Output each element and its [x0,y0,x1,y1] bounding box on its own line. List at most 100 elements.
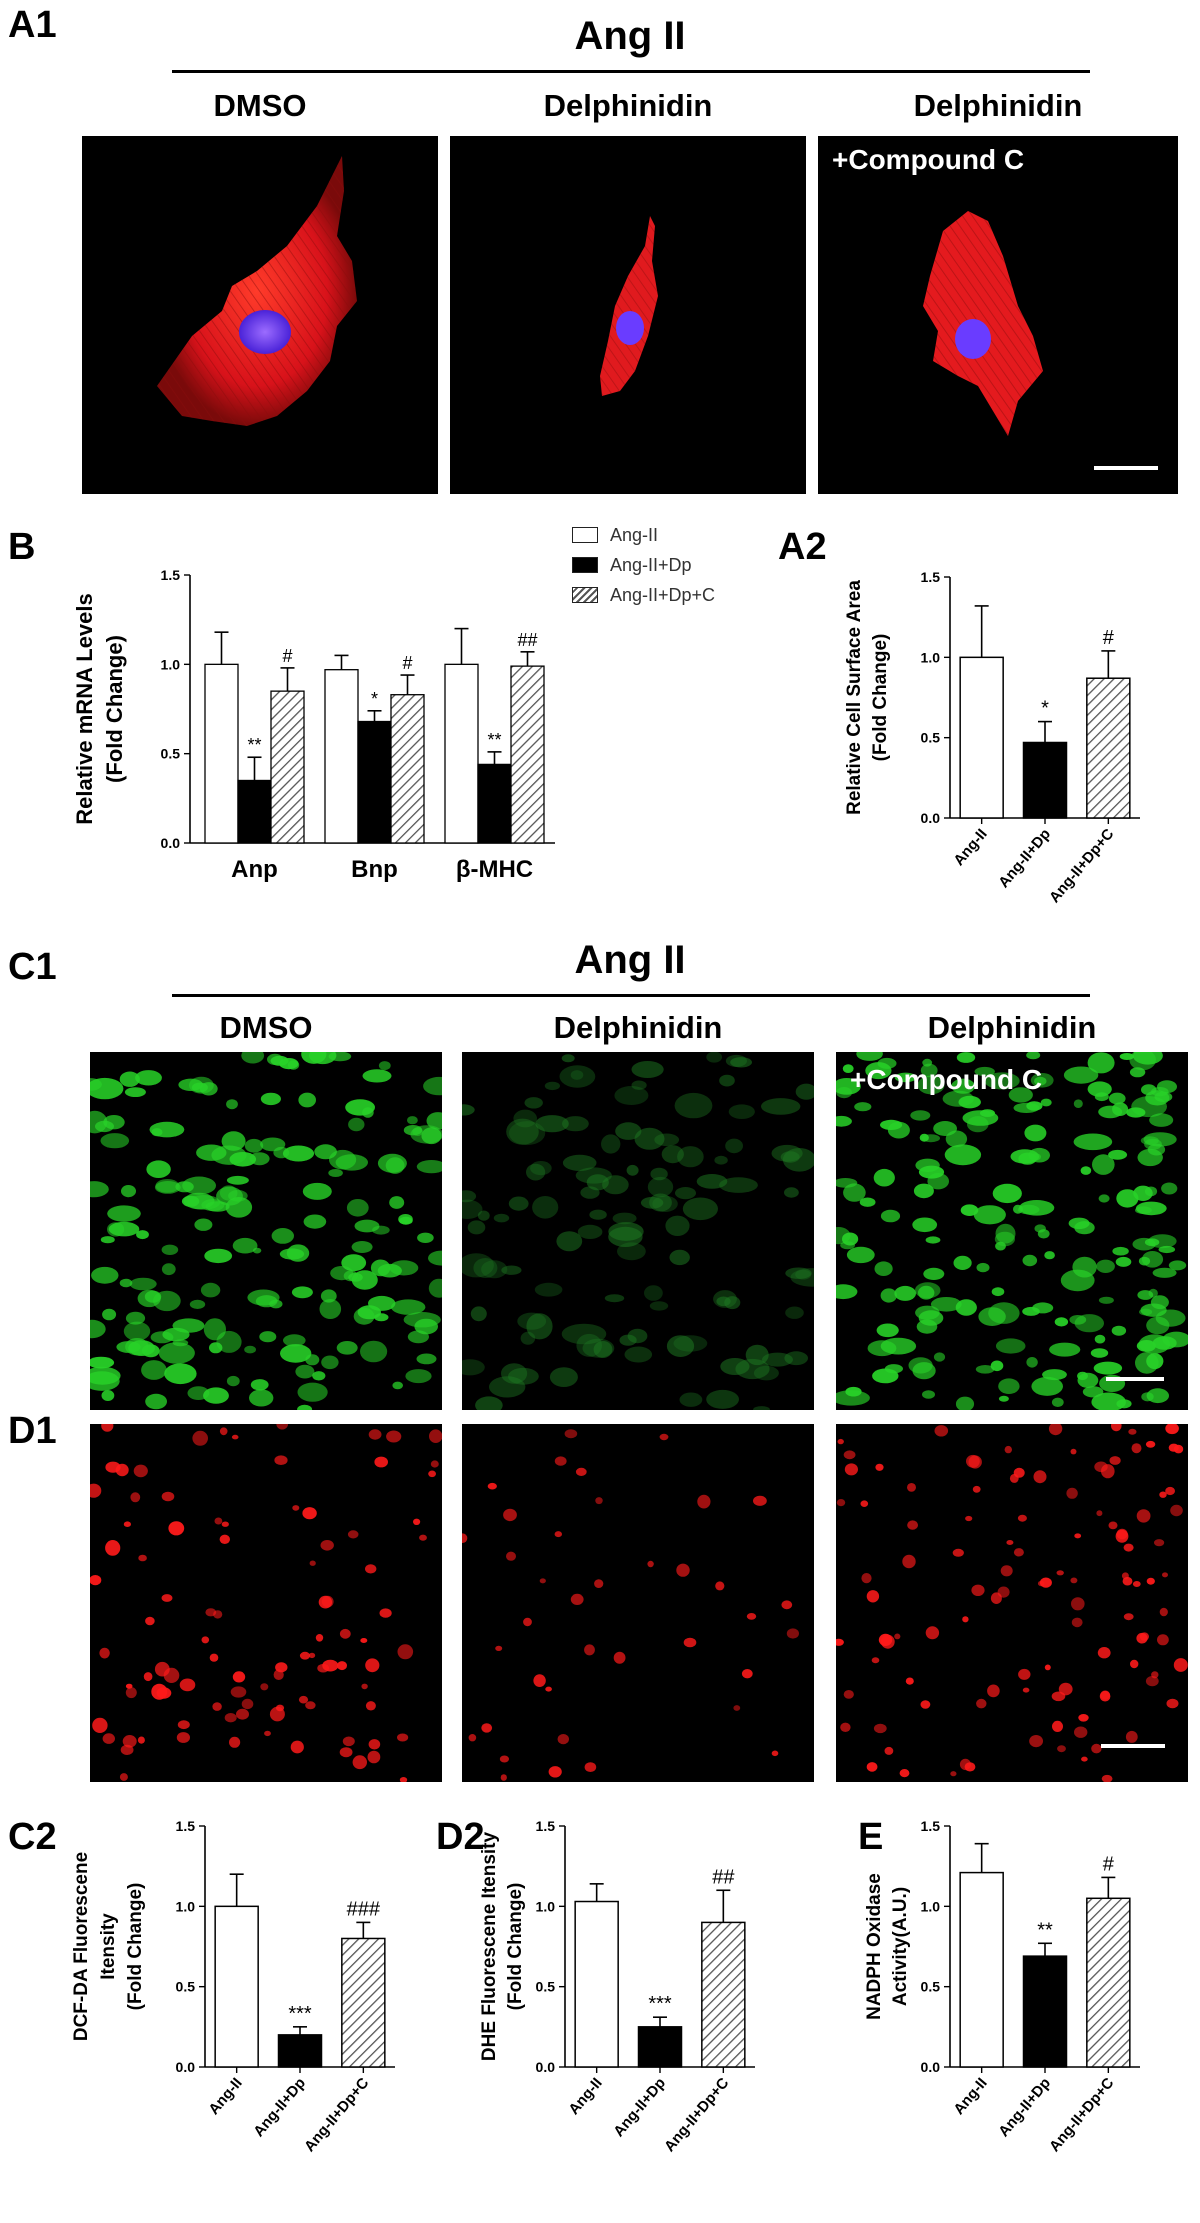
y-tick-label: 1.5 [921,569,941,585]
cell-blob [100,1236,115,1244]
cell-blob [1097,1647,1111,1659]
cell-blob [1040,1098,1052,1107]
cell-blob [137,1736,145,1744]
cell-blob [836,1078,861,1095]
cell-blob [998,1395,1009,1402]
cell-blob [144,1290,162,1303]
cell-blob [161,1244,179,1255]
cell-blob [530,1161,552,1176]
significance-label: ## [517,630,537,650]
cell-blob [214,1517,223,1525]
cell-blob [302,1182,332,1200]
cell-blob [183,1192,215,1210]
dcf-cells-delphinidin [462,1052,814,1410]
cell-blob [544,1081,560,1091]
cell-blob [861,1573,872,1584]
bar [204,663,239,844]
cell-blob [682,1197,718,1221]
cell-blob [374,1456,389,1468]
cell-blob [1168,1443,1179,1452]
cell-blob [121,1185,136,1198]
cell-blob [894,1633,901,1640]
cell-blob [1030,1073,1054,1088]
cell-blob [226,1099,238,1110]
cell-blob [918,1165,945,1179]
cell-blob [922,1390,935,1399]
cell-blob [1026,1101,1043,1111]
cell-blob [1017,1514,1027,1522]
cell-blob [631,1080,647,1090]
cell-blob [282,1145,315,1162]
cell-blob [1087,1052,1115,1074]
cell-blob [1136,1632,1148,1644]
cell-blob [219,1185,238,1201]
cell-blob [577,1224,603,1239]
cell-blob [347,1530,359,1539]
cell-blob [225,1197,253,1218]
cell-blob [473,1258,498,1278]
top-group-rule [172,70,1090,73]
cell-blob [125,1311,146,1325]
cell-blob [1049,1342,1081,1357]
cell-blob [1022,1254,1038,1267]
cell-blob [339,1628,351,1639]
cell-blob [595,1497,603,1505]
cell-blob [177,1720,190,1730]
cell-blob [913,1183,934,1199]
y-tick-label: 1.0 [921,1898,941,1914]
cell-blob [107,1205,141,1222]
cell-blob [842,1064,854,1073]
cell-blob [1136,1509,1151,1523]
cell-blob [650,1167,668,1181]
cell-blob [836,1638,844,1646]
cell-blob [346,1199,369,1217]
cell-blob [570,1070,584,1080]
panel-label-d2: D2 [436,1816,485,1858]
cell-blob [880,1288,897,1303]
cell-blob [1073,1099,1083,1108]
cell-blob [1039,1577,1052,1588]
micrograph-dcf-delphinidin-c: +Compound C [836,1052,1188,1410]
cell-blob [1090,1348,1109,1358]
cell-blob [1072,1256,1097,1278]
cell-blob [934,1425,949,1437]
cell-blob [319,1299,342,1319]
cell-blob [280,1344,312,1363]
cell-blob [683,1637,697,1648]
cell-blob [1101,1774,1113,1782]
y-axis-label: Itensity [98,1913,119,1980]
cell-blob [493,1213,510,1223]
cell-blob [348,1117,365,1132]
cell-blob [644,1285,663,1301]
cell-blob [784,1351,808,1366]
cell-blob [991,1287,1005,1297]
cell-blob [1070,1448,1077,1455]
cell-blob [423,1076,442,1096]
cell-blob [902,1554,916,1569]
cell-blob [203,1387,229,1404]
cell-blob [1112,1246,1129,1256]
cell-blob [255,1295,278,1308]
significance-label: ## [712,1866,735,1888]
cell-blob [391,1299,426,1315]
cell-blob [314,1144,337,1160]
cell-blob [1128,1428,1137,1435]
cell-blob [1091,1392,1126,1410]
cell-blob [920,1700,931,1709]
cell-blob [745,1344,769,1366]
bar [701,1921,746,2068]
cell-blob [1078,1714,1089,1722]
cell-blob [1123,1613,1134,1621]
cell-blob [1070,1577,1078,1584]
cell-blob [155,1179,180,1193]
cell-blob [1024,1124,1047,1142]
cell-blob [1140,1303,1167,1317]
cell-blob [105,1540,121,1556]
cell-blob [1162,1572,1168,1578]
category-label: Ang-II+Dp+C [301,2075,373,2156]
cell-blob [163,1667,180,1683]
cell-blob [795,1083,814,1100]
cell-blob [880,1209,901,1223]
bar [357,720,392,844]
legend-swatch-black [572,557,598,573]
